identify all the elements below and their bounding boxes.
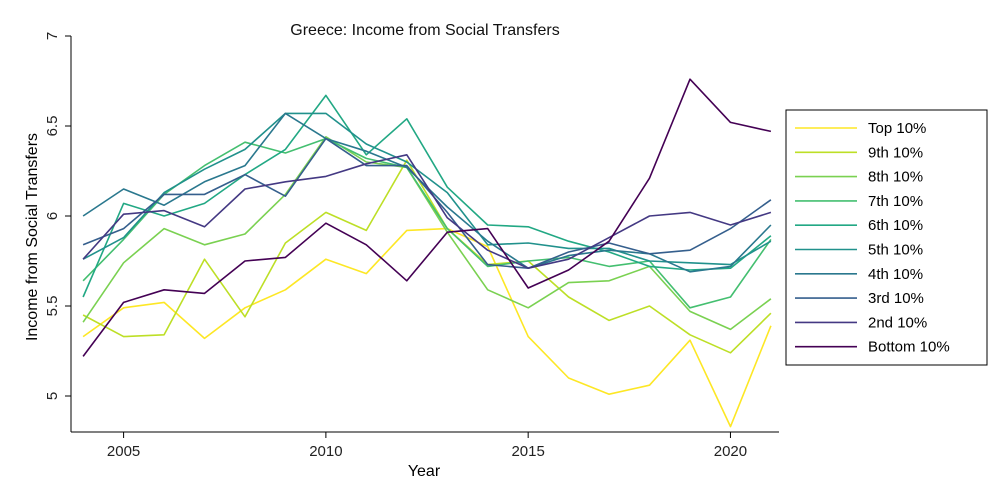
series-line [82,137,772,270]
legend: Top 10% 9th 10% 8th 10% 7th 10% 6th 10% 5th 1… [785,109,988,366]
legend-label: Bottom 10% [868,339,950,356]
series-line [82,154,772,270]
series-line [82,78,772,357]
x-tick-label: 2020 [714,443,747,460]
plot-area: 5 5.5 6 6.5 7 2005 2010 2015 2020 [44,32,779,460]
y-axis-title: Income from Social Transfers [24,133,41,341]
legend-label: Top 10% [868,120,926,137]
series-line [82,136,772,331]
x-tick-label: 2005 [107,443,140,460]
x-axis-title: Year [408,463,441,480]
chart-title: Greece: Income from Social Transfers [290,22,559,39]
y-tick-label: 7 [44,32,61,40]
legend-label: 4th 10% [868,266,923,283]
series-line [82,137,772,309]
series-line [82,112,772,266]
y-tick-label: 6 [44,212,61,220]
x-tick-label: 2010 [309,443,342,460]
series-line [82,112,772,273]
y-tick-label: 6.5 [44,116,61,137]
legend-label: 3rd 10% [868,290,924,307]
x-tick-label: 2015 [511,443,544,460]
y-tick-label: 5.5 [44,296,61,317]
legend-label: 9th 10% [868,144,923,161]
legend-label: 2nd 10% [868,314,927,331]
legend-label: 6th 10% [868,217,923,234]
series-line [82,159,772,354]
series-line [82,227,772,428]
legend-label: 7th 10% [868,193,923,210]
legend-label: 5th 10% [868,242,923,259]
series-line [82,94,772,298]
legend-label: 8th 10% [868,169,923,186]
y-tick-label: 5 [44,392,61,400]
